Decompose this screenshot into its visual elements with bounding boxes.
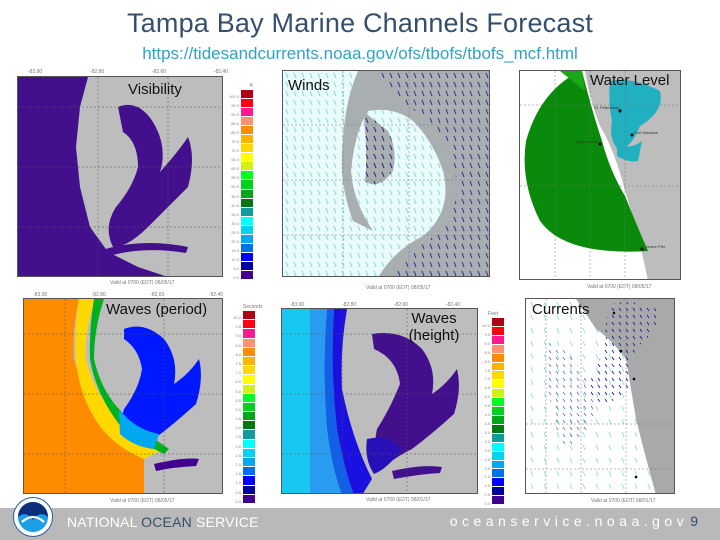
x-ticks-top: -82.90 -82.80 -82.60 -82.40 — [28, 69, 228, 75]
waves-height-colorbar-labels: 10.0 9.5 9.0 8.5 8.0 7.5 7.0 6.5 6.0 5.5 5.0 4.5 4.0… — [482, 323, 490, 507]
water-level-map: St. Petersburg Port Manatee Egmont Key V… — [519, 70, 681, 280]
x-ticks-top: -83.00 -82.80 -82.60 -82.40 — [33, 292, 223, 298]
waves-height-colorbar — [492, 318, 504, 506]
winds-label: Winds — [288, 77, 330, 94]
website-link[interactable]: oceanservice.noaa.gov — [449, 513, 689, 529]
visibility-colorbar-labels: 100.0 95.0 90.0 85.0 80.0 75.0 70.0 65.0 60.0 55.… — [228, 94, 239, 280]
water-level-map-graphic: St. Petersburg Port Manatee Egmont Key V… — [520, 71, 680, 279]
waves-height-map — [281, 308, 478, 494]
page-number: 9 — [690, 513, 698, 529]
waves-period-map — [23, 298, 223, 494]
visibility-caption: Valid at 0700 (EDT) 08/05/17 — [110, 280, 175, 286]
waves-height-panel: -83.00 -82.80 -82.60 -82.40 Waves (height) … — [270, 290, 515, 508]
currents-panel: Currents Valid at 0700 (EDT) 08/01/17 — [495, 290, 720, 508]
waves-period-map-graphic — [24, 299, 222, 493]
waves-height-colorbar-unit: Feet — [488, 311, 499, 317]
svg-text:Port Manatee: Port Manatee — [634, 130, 659, 135]
svg-text:Venice Pier: Venice Pier — [645, 244, 666, 249]
svg-text:St. Petersburg: St. Petersburg — [594, 105, 620, 110]
winds-caption: Valid at 0700 (EDT) 08/05/17 — [366, 285, 431, 291]
x-ticks-top: -83.00 -82.80 -82.60 -82.40 — [290, 302, 460, 308]
water-level-label: Water Level — [590, 72, 670, 89]
visibility-colorbar — [241, 90, 253, 280]
winds-map-graphic — [283, 71, 489, 276]
footer-bar: NATIONAL OCEAN SERVICE oceanservice.noaa… — [0, 508, 720, 540]
currents-caption: Valid at 0700 (EDT) 08/01/17 — [591, 498, 656, 504]
winds-panel: Winds Valid at 0700 (EDT) 08/05/17 — [270, 66, 490, 291]
footer-website: oceanservice.noaa.gov 9 — [450, 513, 698, 529]
waves-period-caption: Valid at 0700 (EDT) 08/05/17 — [110, 498, 175, 504]
currents-label: Currents — [532, 301, 590, 318]
waves-period-colorbar-unit: Seconds — [243, 304, 263, 310]
waves-height-caption: Valid at 0700 (EDT) 08/01/17 — [366, 497, 431, 503]
visibility-label: Visibility — [128, 81, 182, 98]
slide-title: Tampa Bay Marine Channels Forecast — [126, 8, 593, 38]
waves-height-map-graphic — [282, 309, 477, 493]
currents-map-graphic — [526, 299, 674, 493]
water-level-panel: St. Petersburg Port Manatee Egmont Key V… — [490, 66, 720, 291]
waves-period-colorbar — [243, 311, 255, 504]
winds-map — [282, 70, 490, 277]
noaa-logo-icon — [13, 497, 53, 537]
visibility-map — [17, 76, 223, 277]
visibility-panel: -82.90 -82.80 -82.60 -82.40 Visibility Vali… — [0, 66, 270, 291]
currents-map — [525, 298, 675, 494]
water-level-caption: Valid at 0700 (EDT) 08/05/17 — [587, 284, 652, 290]
org-name: NATIONAL OCEAN SERVICE — [67, 514, 259, 530]
svg-text:Egmont Key: Egmont Key — [576, 139, 598, 144]
waves-period-label: Waves (period) — [106, 301, 208, 318]
visibility-map-graphic — [18, 77, 222, 276]
forecast-url-link[interactable]: https://tidesandcurrents.noaa.gov/ofs/tb… — [142, 44, 578, 63]
visibility-colorbar-unit: ft — [250, 83, 253, 89]
waves-period-panel: -83.00 -82.80 -82.60 -82.40 Waves (period) … — [0, 290, 270, 508]
waves-height-label: Waves (height) — [408, 310, 460, 345]
waves-period-colorbar-labels: 10.0 9.5 9.0 8.5 8.0 7.5 7.0 6.5 6.0 5.5 5.0 4.5 4.0… — [233, 315, 241, 504]
